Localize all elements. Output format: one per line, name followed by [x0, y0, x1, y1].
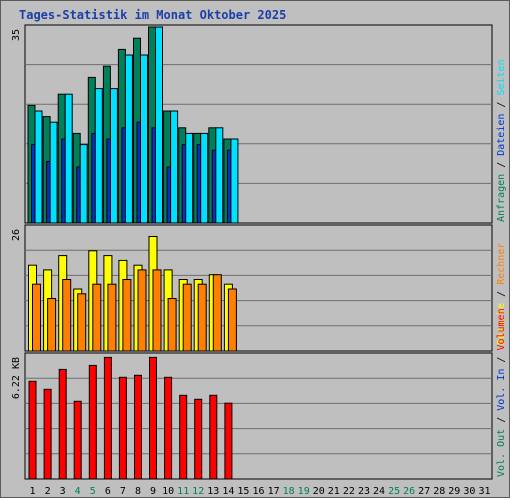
x-tick-label: 28: [433, 486, 445, 497]
x-tick-label: 7: [120, 486, 126, 497]
bar-rechner-day-4: [77, 293, 87, 352]
y-max-label: 35: [11, 29, 22, 41]
x-tick-label: 9: [150, 486, 156, 497]
bar-seiten-day-11: [185, 132, 194, 224]
bar-volumen-day-1: [28, 380, 37, 480]
panel-bottom: [24, 352, 493, 480]
chart-title: Tages-Statistik im Monat Oktober 2025: [19, 8, 287, 22]
bar-rechner-day-12: [197, 283, 207, 352]
x-tick-label: 11: [177, 486, 189, 497]
legend-separator: /: [496, 351, 507, 369]
bar-volumen-day-10: [164, 376, 173, 480]
x-tick-label: 3: [60, 486, 66, 497]
x-tick-label: 21: [328, 486, 340, 497]
legend-item-anfragen: Anfragen: [496, 174, 507, 222]
legend-item-vol-out: Vol. Out: [496, 429, 507, 477]
x-tick-label: 4: [75, 486, 81, 497]
bar-seiten-day-6: [109, 88, 118, 224]
x-tick-label: 25: [388, 486, 400, 497]
bar-volumen-day-14: [224, 402, 233, 480]
x-tick-label: 31: [478, 486, 490, 497]
x-tick-label: 17: [268, 486, 280, 497]
bar-rechner-day-2: [47, 298, 57, 352]
x-tick-label: 19: [298, 486, 310, 497]
bar-rechner-day-14: [227, 288, 237, 352]
bar-seiten-day-8: [140, 54, 148, 224]
legend-item-rechner: Rechner: [496, 243, 507, 285]
bar-rechner-day-5: [92, 283, 102, 352]
legend-item-volumen: Volumen: [496, 308, 507, 350]
legend-separator: /: [496, 411, 507, 429]
legend-separator: /: [496, 156, 507, 174]
bar-rechner-day-11: [182, 283, 192, 352]
legend-item-vol-in: Vol. In: [496, 369, 507, 411]
x-tick-label: 26: [403, 486, 415, 497]
legend-separator: /: [496, 96, 507, 114]
bar-rechner-day-10: [167, 298, 177, 352]
bar-volumen-day-4: [73, 400, 82, 480]
legend-top: Anfragen / Dateien / Seiten: [496, 59, 507, 222]
legend-item-dateien: Dateien: [496, 114, 507, 156]
bar-rechner-day-13: [212, 274, 222, 352]
x-tick-label: 22: [343, 486, 355, 497]
x-tick-label: 24: [373, 486, 385, 497]
y-max-label: 26: [11, 229, 22, 241]
bar-volumen-day-7: [118, 376, 127, 480]
bar-seiten-day-1: [34, 110, 43, 224]
y-max-label: 6.22 KB: [11, 357, 22, 399]
x-tick-label: 1: [29, 486, 35, 497]
bar-rechner-day-9: [152, 269, 162, 352]
panel-middle: [24, 224, 493, 352]
bar-volumen-day-11: [179, 394, 188, 480]
x-tick-label: 16: [252, 486, 264, 497]
x-tick-label: 29: [448, 486, 460, 497]
bar-volumen-day-3: [58, 368, 67, 480]
x-tick-label: 30: [463, 486, 475, 497]
bar-seiten-day-2: [49, 121, 58, 224]
bar-seiten-day-5: [94, 88, 103, 224]
legend-item-besuche: Besuche: [496, 303, 507, 345]
legend-separator: /: [496, 285, 507, 303]
x-tick-label: 6: [105, 486, 111, 497]
panel-top: [24, 24, 493, 224]
bar-volumen-day-8: [134, 374, 142, 480]
bar-rechner-day-1: [32, 283, 41, 352]
x-tick-label: 8: [135, 486, 141, 497]
x-tick-label: 20: [313, 486, 325, 497]
bar-volumen-day-12: [194, 398, 203, 480]
bar-seiten-day-13: [215, 127, 224, 224]
legend-middle: Besuche / Rechner: [496, 243, 507, 345]
x-tick-label: 27: [418, 486, 430, 497]
bar-seiten-day-3: [64, 93, 73, 224]
bar-rechner-day-6: [107, 283, 117, 352]
bar-seiten-day-14: [230, 138, 239, 224]
bar-seiten-day-10: [170, 110, 179, 224]
bar-rechner-day-8: [137, 269, 147, 352]
bar-seiten-day-7: [124, 54, 133, 224]
x-tick-label: 13: [207, 486, 219, 497]
bar-volumen-day-6: [103, 356, 112, 480]
x-tick-label: 12: [192, 486, 204, 497]
x-tick-label: 2: [45, 486, 51, 497]
bar-volumen-day-5: [88, 364, 97, 480]
bar-rechner-day-3: [62, 279, 72, 352]
bar-seiten-day-9: [155, 26, 163, 224]
bar-rechner-day-7: [122, 279, 132, 352]
bar-volumen-day-2: [43, 388, 52, 480]
x-tick-label: 18: [283, 486, 295, 497]
legend-item-seiten: Seiten: [496, 59, 507, 95]
x-tick-label: 15: [237, 486, 249, 497]
bar-volumen-day-9: [149, 356, 157, 480]
legend-bottom: Vol. Out / Vol. In / Volumen: [496, 308, 507, 477]
x-tick-label: 10: [162, 486, 174, 497]
bar-seiten-day-4: [79, 144, 88, 224]
bar-volumen-day-13: [209, 394, 218, 480]
x-tick-label: 23: [358, 486, 370, 497]
x-tick-label: 14: [222, 486, 234, 497]
bar-seiten-day-12: [200, 132, 209, 224]
x-tick-label: 5: [90, 486, 96, 497]
